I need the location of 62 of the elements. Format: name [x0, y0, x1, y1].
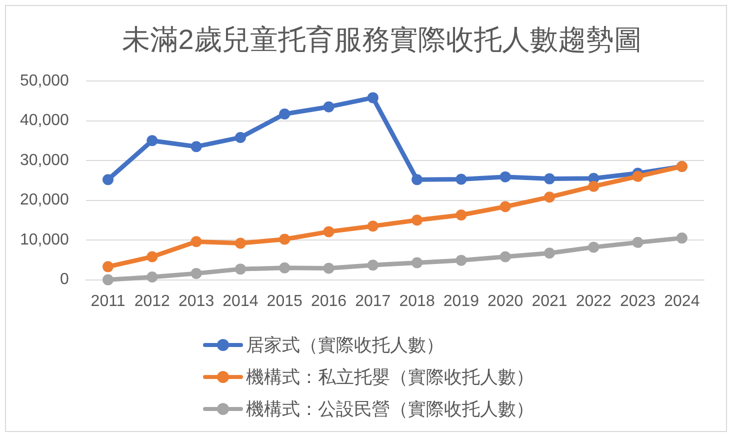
- x-tick-label: 2015: [266, 292, 302, 310]
- y-tick-label: 20,000: [20, 192, 70, 209]
- point: [234, 132, 246, 143]
- point: [190, 236, 202, 248]
- point: [234, 264, 246, 275]
- x-tick-label: 2022: [576, 292, 612, 310]
- point: [412, 174, 423, 186]
- point: [102, 174, 114, 186]
- x-tick-label: 2018: [399, 292, 435, 310]
- point: [544, 192, 555, 203]
- point: [676, 232, 688, 244]
- x-tick-label: 2011: [90, 292, 126, 310]
- point: [412, 257, 423, 268]
- y-tick-label: 0: [60, 271, 70, 288]
- x-tick-label: 2017: [355, 292, 391, 310]
- point: [456, 174, 467, 185]
- point: [323, 262, 334, 274]
- point: [146, 251, 158, 262]
- point: [500, 251, 511, 262]
- legend-label: 機構式：公設民營（實際收托人數）: [246, 398, 534, 421]
- point: [456, 254, 467, 266]
- x-tick-label: 2014: [222, 292, 258, 310]
- point: [234, 238, 246, 249]
- point: [146, 272, 158, 283]
- point: [323, 101, 334, 112]
- x-tick-label: 2021: [532, 292, 568, 310]
- legend-label: 機構式：私立托嬰（實際收托人數）: [246, 366, 534, 389]
- point: [500, 201, 511, 212]
- y-tick-label: 10,000: [20, 231, 70, 248]
- y-tick-label: 40,000: [20, 112, 70, 130]
- point: [367, 92, 378, 104]
- point: [544, 173, 555, 184]
- point: [279, 108, 290, 120]
- x-tick-label: 2020: [488, 292, 524, 310]
- point: [632, 170, 644, 182]
- chart-title: 未滿2歲兒童托育服務實際收托人數趨勢圖: [121, 24, 643, 56]
- point: [102, 261, 114, 272]
- point: [588, 180, 600, 192]
- point: [544, 248, 555, 259]
- point: [412, 214, 423, 226]
- x-tick-label: 2013: [178, 292, 214, 310]
- point: [146, 135, 158, 146]
- point: [632, 236, 644, 248]
- x-tick-label: 2016: [310, 292, 347, 310]
- legend-label: 居家式（實際收托人數）: [246, 334, 444, 357]
- point: [279, 262, 290, 274]
- point: [456, 209, 467, 220]
- point: [367, 220, 378, 232]
- point: [279, 234, 290, 245]
- x-tick-label: 2023: [620, 292, 656, 310]
- y-tick-label: 30,000: [20, 152, 70, 169]
- x-tick-label: 2019: [443, 292, 480, 310]
- x-tick-label: 2024: [664, 292, 700, 310]
- x-tick-label: 2012: [134, 292, 170, 310]
- point: [588, 242, 600, 253]
- point: [323, 226, 334, 238]
- point: [500, 171, 511, 182]
- point: [102, 274, 114, 286]
- point: [190, 268, 202, 279]
- point: [367, 260, 378, 271]
- y-tick-label: 50,000: [20, 72, 70, 90]
- point: [190, 141, 202, 152]
